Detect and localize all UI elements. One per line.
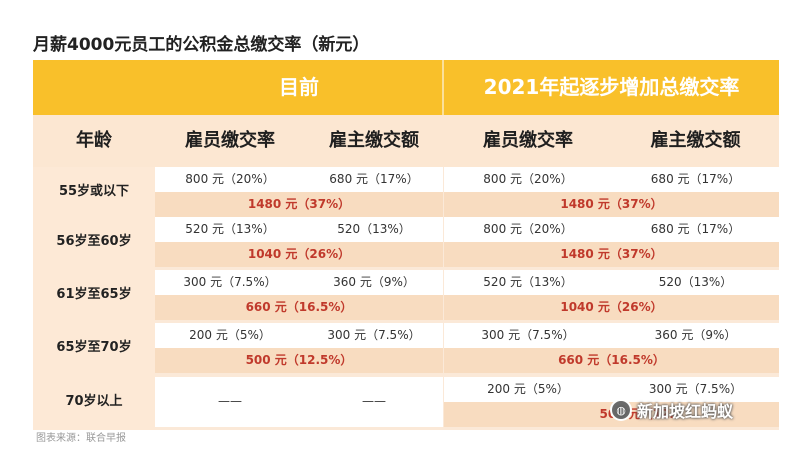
table-row: 61岁至65岁 300 元（7.5%） 360 元（9%） 660 元（16.5… bbox=[33, 270, 779, 320]
table-title: 月薪4000元员工的公积金总缴交率（新元） bbox=[33, 35, 370, 55]
header-current: 目前 bbox=[279, 75, 319, 99]
current-total-cell: 1040 元（26%） bbox=[247, 247, 351, 261]
source-note: 图表来源：联合早报 bbox=[36, 433, 126, 444]
current-employer-cell: —— bbox=[362, 394, 386, 408]
col-new-employer: 雇主缴交额 bbox=[650, 130, 741, 151]
age-cell: 61岁至65岁 bbox=[56, 287, 132, 302]
column-header-row: 年龄 雇员缴交率 雇主缴交额 雇员缴交率 雇主缴交额 bbox=[33, 115, 779, 167]
contribution-table: 目前 2021年起逐步增加总缴交率 年龄 雇员缴交率 雇主缴交额 雇员缴交率 雇… bbox=[33, 60, 779, 430]
new-employer-cell: 360 元（9%） bbox=[654, 328, 737, 342]
current-employee-cell: 300 元（7.5%） bbox=[183, 275, 277, 289]
header-group-row: 目前 2021年起逐步增加总缴交率 bbox=[33, 60, 779, 115]
current-employee-cell: 520 元（13%） bbox=[185, 222, 275, 236]
age-cell: 56岁至60岁 bbox=[56, 234, 132, 249]
age-cell: 55岁或以下 bbox=[58, 184, 130, 199]
watermark: ◍ 新加坡红蚂蚁 bbox=[610, 397, 733, 423]
header-divider bbox=[442, 60, 444, 115]
new-employee-cell: 200 元（5%） bbox=[487, 382, 569, 396]
current-employer-cell: 300 元（7.5%） bbox=[327, 328, 421, 342]
current-employee-cell: —— bbox=[218, 394, 242, 408]
current-employer-cell: 680 元（17%） bbox=[329, 172, 419, 186]
current-employee-cell: 800 元（20%） bbox=[185, 172, 275, 186]
age-cell: 65岁至70岁 bbox=[56, 340, 132, 355]
new-employer-cell: 680 元（17%） bbox=[650, 222, 741, 236]
watermark-text: 新加坡红蚂蚁 bbox=[637, 402, 734, 421]
header-from-2021: 2021年起逐步增加总缴交率 bbox=[483, 75, 740, 99]
new-total-cell: 1480 元（37%） bbox=[560, 247, 663, 261]
new-employee-cell: 520 元（13%） bbox=[483, 275, 573, 289]
current-employee-cell: 200 元（5%） bbox=[189, 328, 271, 342]
col-current-employee: 雇员缴交率 bbox=[185, 130, 275, 151]
current-total-cell: 1480 元（37%） bbox=[247, 197, 351, 211]
new-employee-cell: 800 元（20%） bbox=[483, 172, 573, 186]
current-employer-cell: 360 元（9%） bbox=[333, 275, 415, 289]
current-employer-cell: 520（13%） bbox=[337, 222, 411, 236]
current-total-cell: 500 元（12.5%） bbox=[245, 353, 353, 367]
new-total-cell: 1040 元（26%） bbox=[560, 300, 663, 314]
new-employee-cell: 800 元（20%） bbox=[483, 222, 573, 236]
table-row: 55岁或以下 800 元（20%） 680 元（17%） 1480 元（37%）… bbox=[33, 167, 779, 217]
table-row: 56岁至60岁 520 元（13%） 520（13%） 1040 元（26%） … bbox=[33, 217, 779, 267]
table-row: 65岁至70岁 200 元（5%） 300 元（7.5%） 500 元（12.5… bbox=[33, 323, 779, 373]
new-employer-cell: 680 元（17%） bbox=[650, 172, 741, 186]
wechat-icon: ◍ bbox=[610, 399, 632, 421]
new-employer-cell: 520（13%） bbox=[658, 275, 733, 289]
age-column bbox=[33, 167, 155, 430]
col-new-employee: 雇员缴交率 bbox=[483, 130, 573, 151]
new-total-cell: 1480 元（37%） bbox=[560, 197, 663, 211]
age-cell: 70岁以上 bbox=[65, 394, 123, 409]
col-age: 年龄 bbox=[76, 130, 112, 151]
new-total-cell: 660 元（16.5%） bbox=[558, 353, 665, 367]
col-current-employer: 雇主缴交额 bbox=[329, 130, 419, 151]
new-employer-cell: 300 元（7.5%） bbox=[648, 382, 743, 396]
current-total-cell: 660 元（16.5%） bbox=[245, 300, 353, 314]
new-employee-cell: 300 元（7.5%） bbox=[481, 328, 575, 342]
